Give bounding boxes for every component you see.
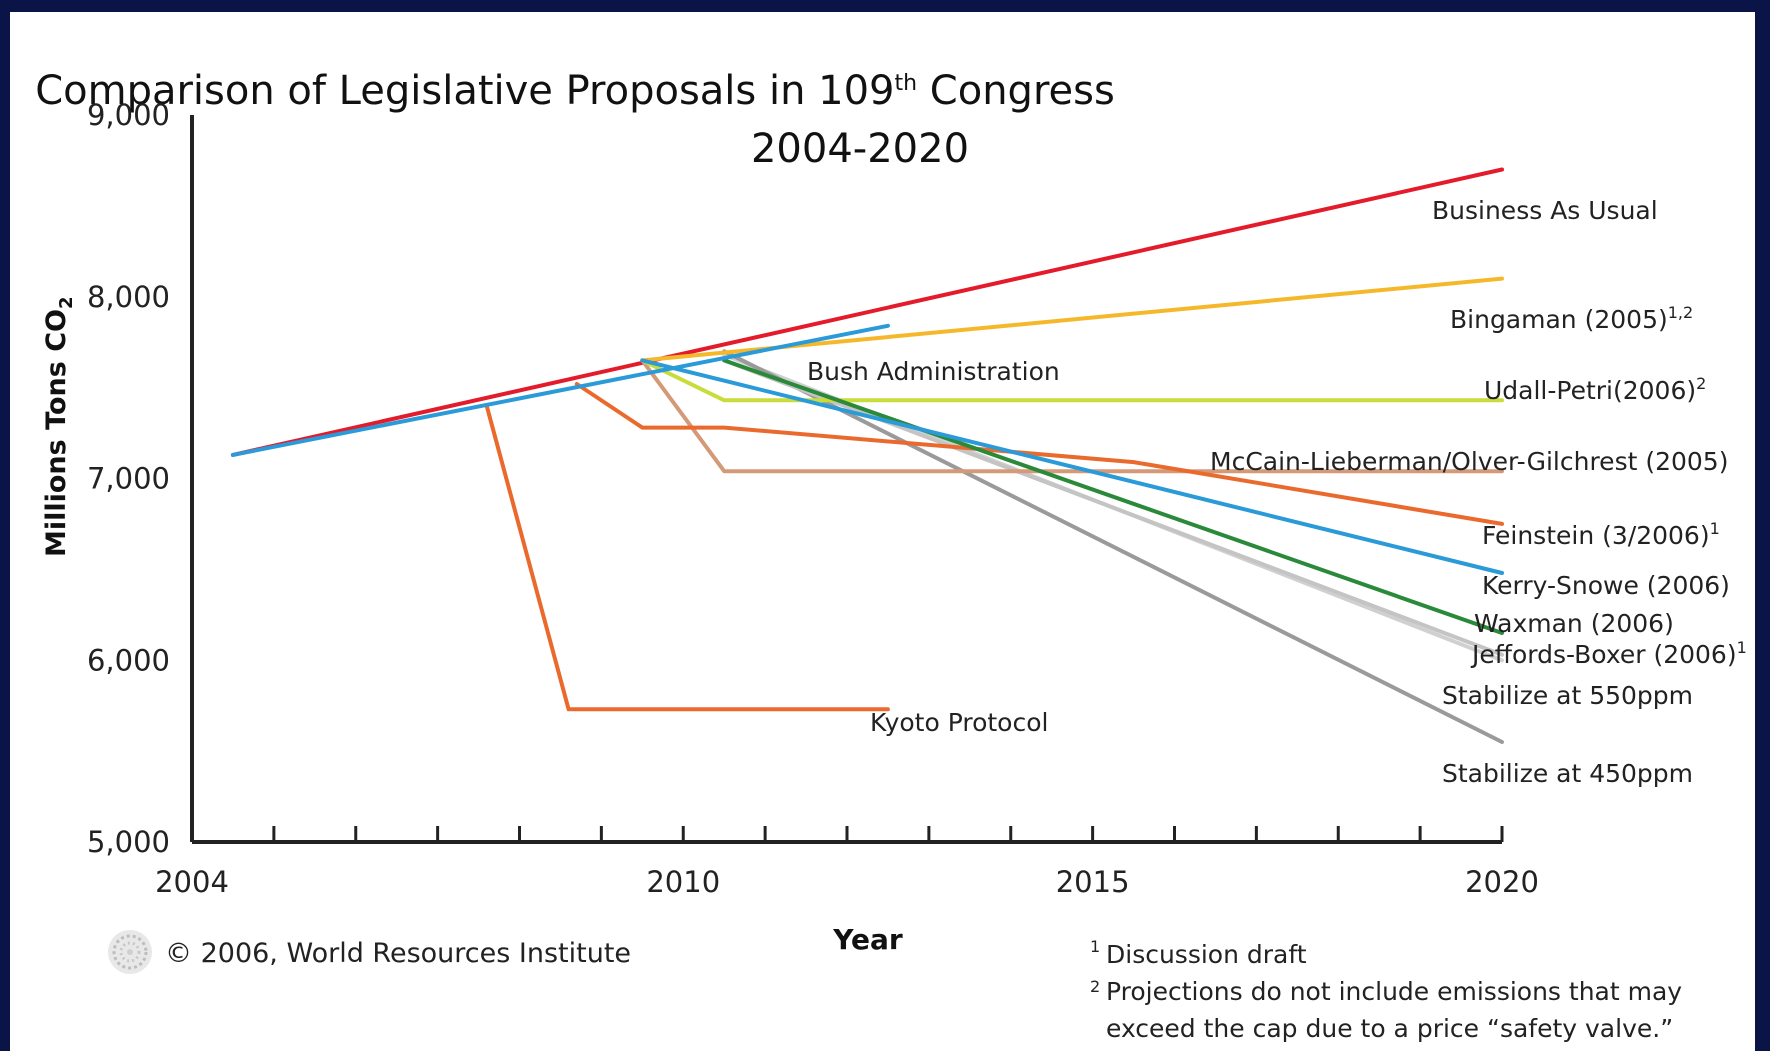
y-tick-label-9000: 9,000 bbox=[87, 98, 170, 132]
label-udall-petri: Udall-Petri(2006)2 bbox=[1484, 374, 1706, 405]
copyright-notice: © 2006, World Resources Institute bbox=[165, 938, 631, 969]
series-lines bbox=[230, 167, 1504, 744]
y-tick-label-6000: 6,000 bbox=[87, 643, 170, 677]
series-line-kyoto-protocol bbox=[484, 403, 890, 712]
series-line-jeffords-boxer-2006 bbox=[722, 358, 1504, 657]
svg-text:Millions Tons CO2: Millions Tons CO2 bbox=[41, 296, 77, 557]
label-bush-administration: Bush Administration bbox=[807, 357, 1060, 386]
label-bingaman: Bingaman (2005)1,2 bbox=[1450, 303, 1693, 334]
y-tick-label-8000: 8,000 bbox=[87, 280, 170, 314]
footnote-2-line-1: Projections do not include emissions tha… bbox=[1106, 977, 1682, 1006]
y-tick-labels: 5,000 6,000 7,000 8,000 9,000 bbox=[87, 98, 170, 859]
x-tick-label-2010: 2010 bbox=[646, 865, 720, 899]
series-line-waxman-2006 bbox=[722, 358, 1504, 635]
label-jeffords-boxer: Jeffords-Boxer (2006)1 bbox=[1470, 638, 1747, 669]
emissions-chart: Comparison of Legislative Proposals in 1… bbox=[35, 68, 1747, 1043]
series-line-mccain-lieberman-olver-gilchrest-2005 bbox=[640, 358, 1504, 474]
y-tick-label-7000: 7,000 bbox=[87, 462, 170, 496]
y-axis-label-text: Millions Tons CO bbox=[41, 309, 72, 557]
label-kyoto-protocol: Kyoto Protocol bbox=[870, 708, 1048, 737]
x-tick-label-2020: 2020 bbox=[1465, 865, 1539, 899]
y-axis-label: Millions Tons CO2 bbox=[41, 296, 77, 557]
y-axis-label-subscript: 2 bbox=[56, 296, 77, 309]
slide-panel: Comparison of Legislative Proposals in 1… bbox=[10, 12, 1755, 1051]
x-axis-minor-ticks bbox=[272, 826, 1504, 842]
label-stabilize-450: Stabilize at 450ppm bbox=[1442, 759, 1693, 788]
x-axis-label: Year bbox=[832, 923, 903, 956]
x-tick-label-2004: 2004 bbox=[155, 865, 229, 899]
label-kerry-snowe: Kerry-Snowe (2006) bbox=[1482, 571, 1730, 600]
y-tick-label-5000: 5,000 bbox=[87, 825, 170, 859]
x-tick-label-2015: 2015 bbox=[1056, 865, 1130, 899]
chart-title: Comparison of Legislative Proposals in 1… bbox=[35, 68, 1115, 114]
series-line-stabilize-at-450ppm bbox=[722, 349, 1504, 744]
series-line-udall-petri-2006 bbox=[640, 358, 1504, 403]
label-waxman: Waxman (2006) bbox=[1474, 609, 1674, 638]
footnote-1-text: Discussion draft bbox=[1106, 940, 1307, 969]
wri-logo-icon bbox=[108, 930, 152, 974]
footnote-2-marker: 2 bbox=[1090, 977, 1100, 996]
series-line-kerry-snowe-2006 bbox=[640, 358, 1504, 575]
chart-title-superscript: th bbox=[895, 71, 918, 96]
series-line-bush-administration bbox=[230, 323, 890, 457]
chart-title-main: Comparison of Legislative Proposals in 1… bbox=[35, 68, 894, 114]
chart-subtitle: 2004-2020 bbox=[751, 126, 969, 172]
label-business-as-usual: Business As Usual bbox=[1432, 196, 1658, 225]
footnote-1-marker: 1 bbox=[1090, 937, 1100, 956]
series-line-feinstein-3-2006 bbox=[574, 382, 1504, 526]
chart-title-suffix: Congress bbox=[917, 68, 1115, 114]
series-line-business-as-usual bbox=[230, 167, 1504, 457]
label-feinstein: Feinstein (3/2006)1 bbox=[1482, 519, 1720, 550]
series-labels: Business As Usual Bingaman (2005)1,2 Uda… bbox=[807, 196, 1747, 788]
footnote-2-line-2: exceed the cap due to a price “safety va… bbox=[1106, 1014, 1673, 1043]
label-mccain-lieberman: McCain-Lieberman/Olver-Gilchrest (2005) bbox=[1210, 447, 1728, 476]
label-stabilize-550: Stabilize at 550ppm bbox=[1442, 681, 1693, 710]
x-tick-labels: 2004 2010 2015 2020 bbox=[155, 865, 1539, 899]
